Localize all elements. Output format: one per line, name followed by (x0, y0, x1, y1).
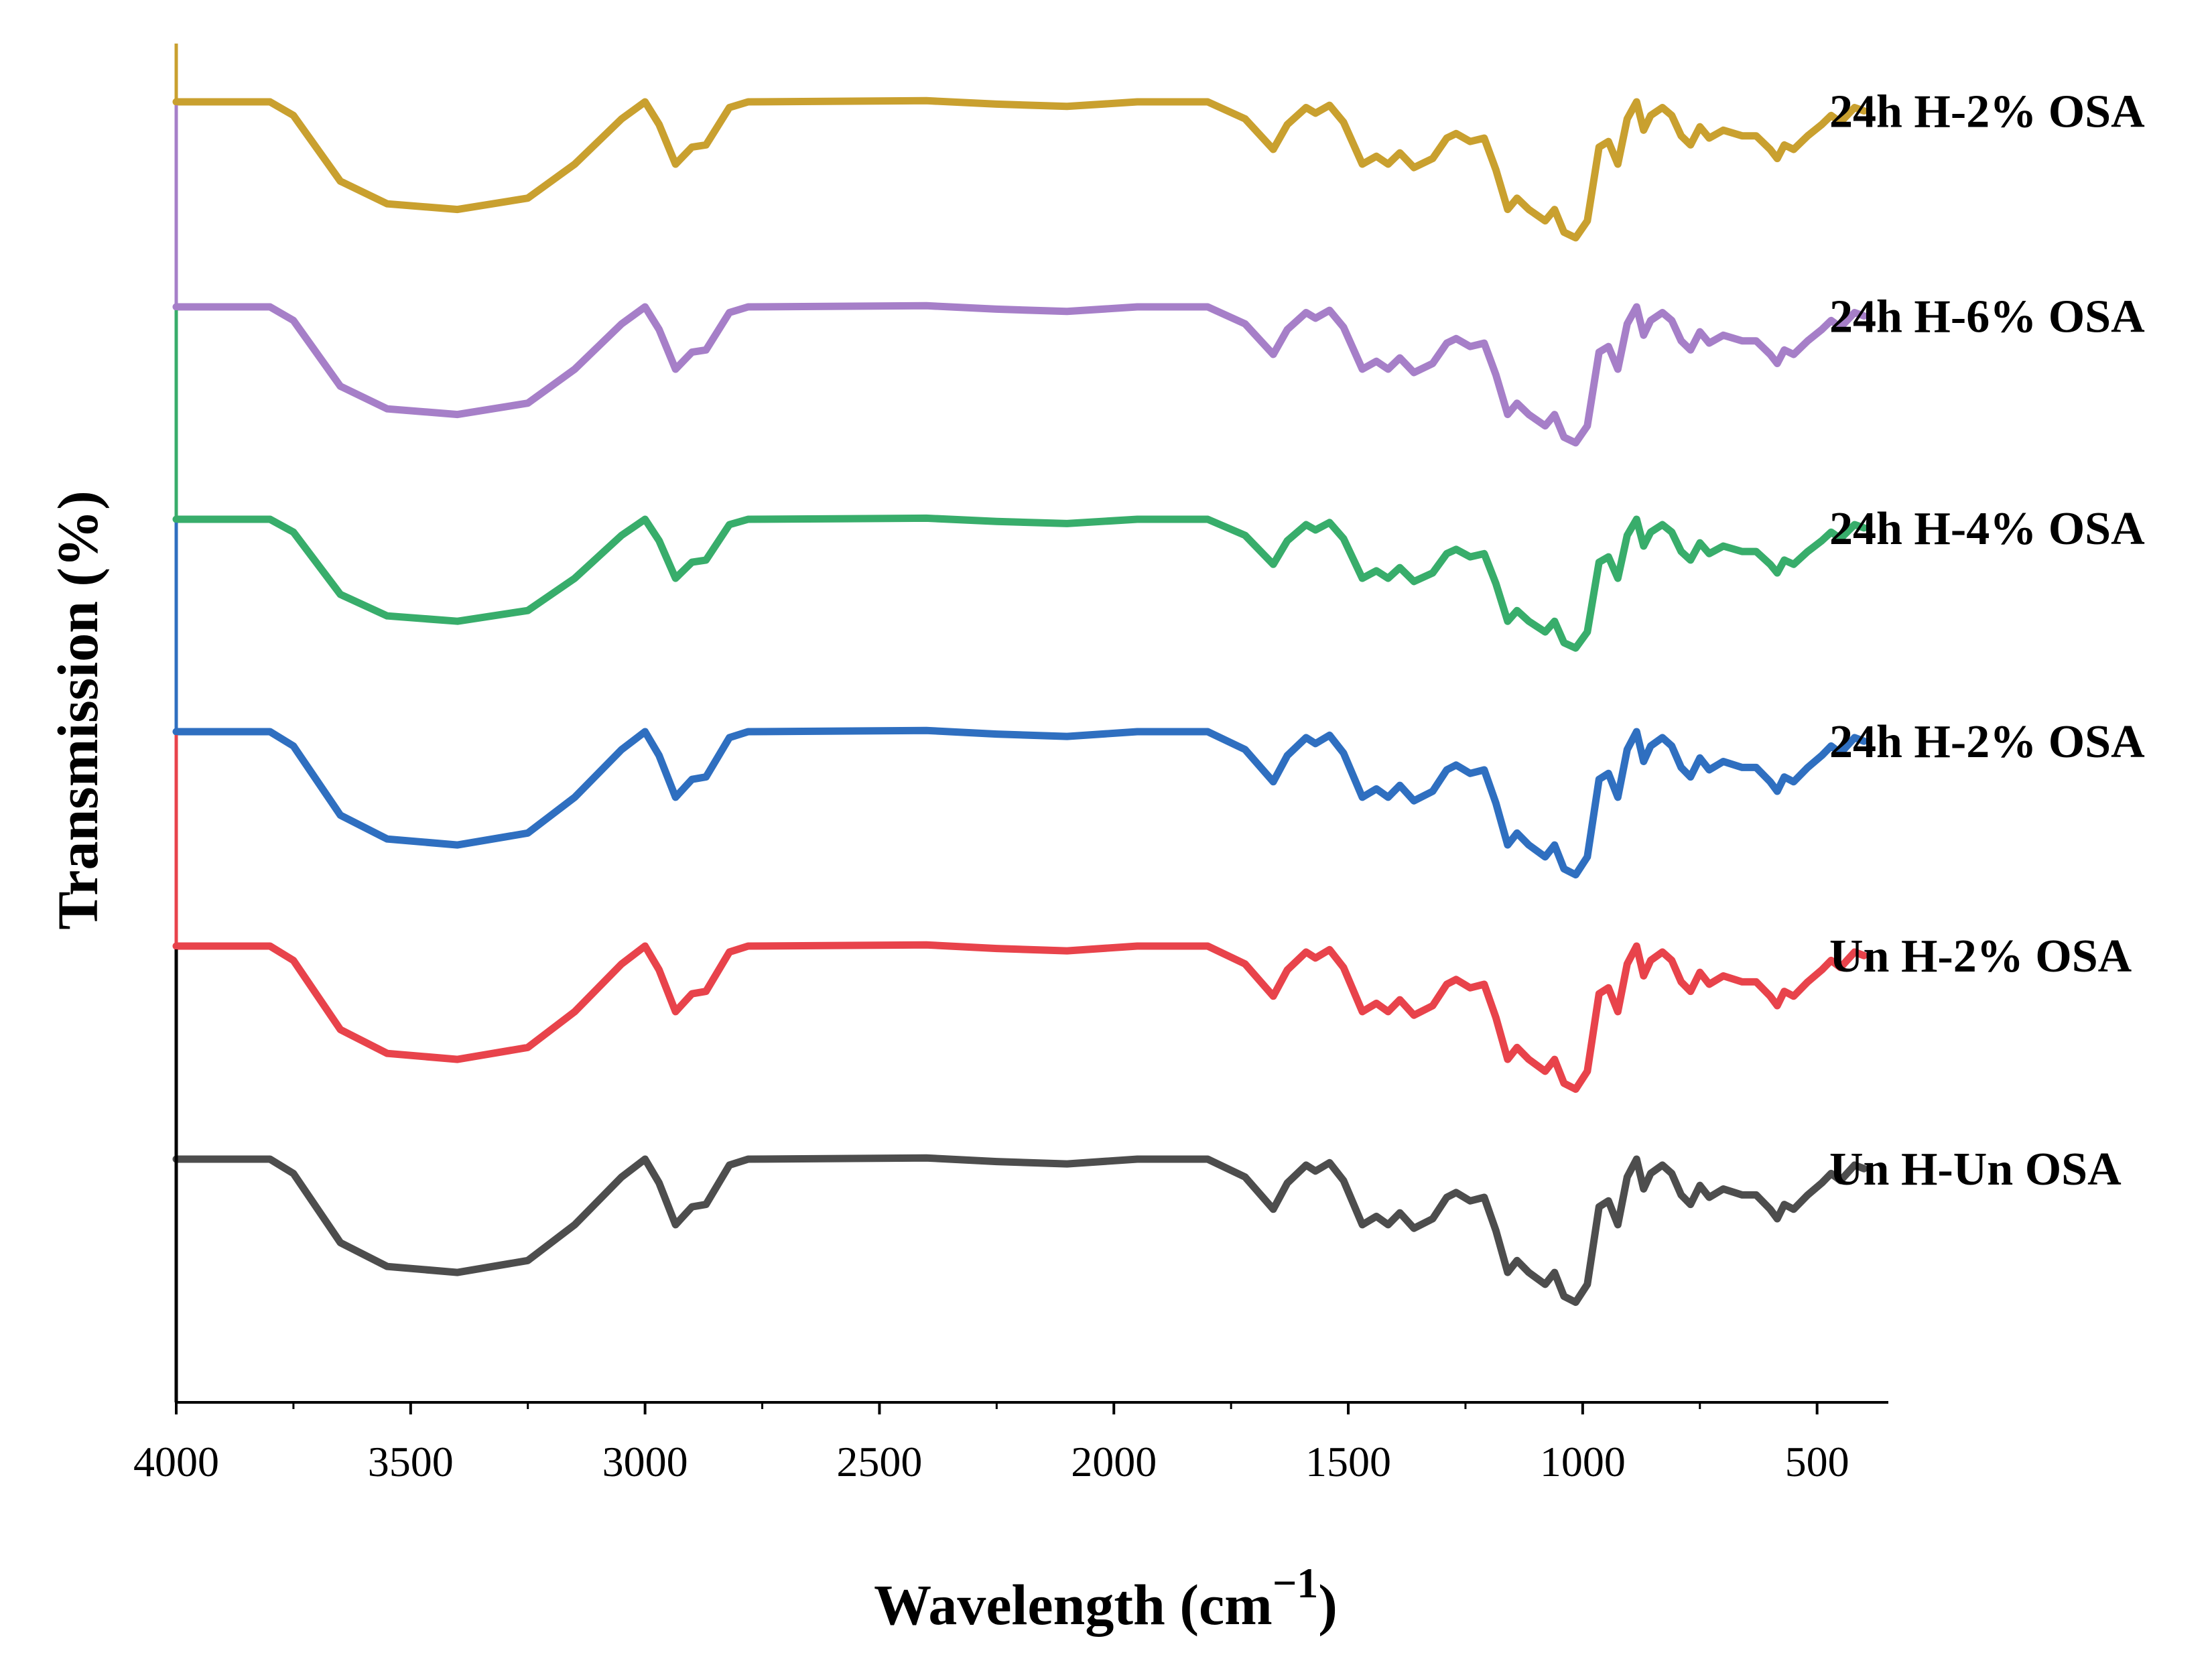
series-line-0 (172, 1154, 1868, 1307)
series-line-2 (172, 726, 1868, 879)
series-label-0: Un H-Un OSA (1829, 1144, 2122, 1195)
x-tick-label: 2000 (1071, 1438, 1157, 1485)
series-line-1 (172, 941, 1868, 1093)
y-axis-title: Transmission (%) (46, 490, 110, 929)
x-tick-label: 2500 (836, 1438, 922, 1485)
x-tick-label: 3500 (368, 1438, 454, 1485)
x-tick-label: 500 (1785, 1438, 1849, 1485)
axes: 4000 3500 3000 2500 2000 1500 1000 500 (133, 44, 1888, 1485)
x-tick-label: 3000 (602, 1438, 688, 1485)
series-labels: Un H-Un OSA Un H-2% OSA 24h H-2% OSA 24h H-… (1829, 86, 2145, 1196)
x-tick-label: 4000 (133, 1438, 219, 1485)
series-line-5 (172, 96, 1868, 242)
series-label-3: 24h H-4% OSA (1829, 503, 2145, 555)
x-axis-title: Wavelength (cm−1) (874, 1559, 1338, 1637)
x-tick-label: 1500 (1305, 1438, 1391, 1485)
series-group (172, 96, 1868, 1307)
series-label-5: 24h H-2% OSA (1829, 86, 2145, 138)
x-tick-label: 1000 (1540, 1438, 1626, 1485)
series-label-2: 24h H-2% OSA (1829, 716, 2145, 768)
series-label-4: 24h H-6% OSA (1829, 291, 2145, 343)
series-line-4 (172, 302, 1868, 447)
series-label-1: Un H-2% OSA (1829, 931, 2132, 982)
series-line-3 (172, 514, 1868, 652)
